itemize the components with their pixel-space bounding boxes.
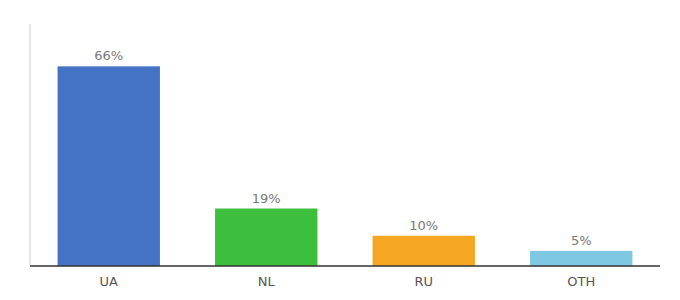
x-tick-label: OTH [567, 274, 595, 289]
x-axis-line [30, 265, 660, 267]
bars [58, 66, 633, 266]
data-label: 19% [252, 191, 281, 206]
x-tick-label: RU [414, 274, 433, 289]
x-tick-label: UA [100, 274, 119, 289]
chart-svg: UA NL RU OTH 66% 19% 10% 5% [0, 0, 680, 300]
data-label: 66% [94, 48, 123, 63]
data-label: 5% [571, 233, 592, 248]
bar [58, 66, 160, 266]
x-tick-label: NL [258, 274, 276, 289]
data-label: 10% [409, 218, 438, 233]
bar [373, 236, 475, 266]
y-axis-line [30, 24, 31, 266]
chart-container: UA NL RU OTH 66% 19% 10% 5% [0, 0, 680, 300]
bar [215, 209, 317, 266]
bar [530, 251, 632, 266]
